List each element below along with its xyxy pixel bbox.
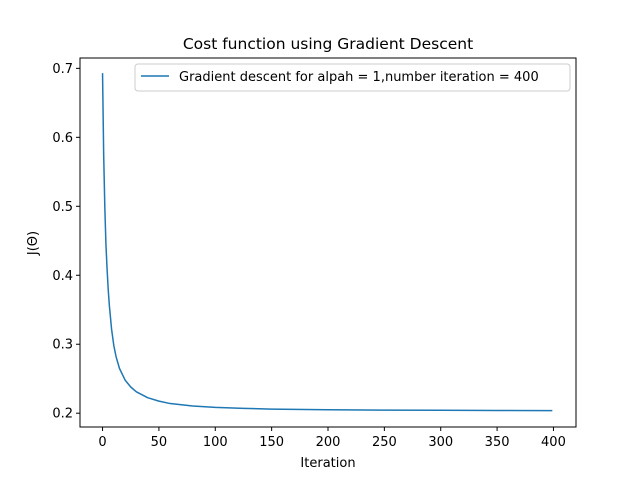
x-tick-label: 300 bbox=[428, 435, 453, 450]
y-tick-label: 0.6 bbox=[52, 131, 73, 146]
legend: Gradient descent for alpah = 1,number it… bbox=[134, 63, 571, 92]
x-tick-label: 100 bbox=[203, 435, 228, 450]
x-tick-label: 250 bbox=[372, 435, 397, 450]
x-tick-label: 200 bbox=[316, 435, 341, 450]
y-axis-label: J(Θ) bbox=[26, 231, 41, 256]
chart-title: Cost function using Gradient Descent bbox=[183, 35, 473, 53]
x-tick-label: 150 bbox=[259, 435, 284, 450]
x-axis-ticks: 0 50 100 150 200 250 300 350 400 bbox=[98, 427, 566, 450]
x-tick-label: 350 bbox=[485, 435, 510, 450]
x-tick-label: 0 bbox=[98, 435, 106, 450]
legend-box bbox=[134, 63, 571, 92]
y-tick-label: 0.3 bbox=[52, 338, 73, 353]
y-tick-label: 0.4 bbox=[52, 269, 73, 284]
legend-label: Gradient descent for alpah = 1,number it… bbox=[179, 70, 539, 85]
plot-frame bbox=[79, 57, 577, 428]
y-tick-label: 0.7 bbox=[52, 62, 73, 77]
plot-area bbox=[80, 58, 576, 427]
x-tick-label: 50 bbox=[151, 435, 168, 450]
x-axis-label: Iteration bbox=[300, 456, 355, 471]
x-tick-label: 400 bbox=[541, 435, 566, 450]
y-axis-ticks: 0.2 0.3 0.4 0.5 0.6 0.7 bbox=[52, 62, 80, 422]
series-line-gradient-descent bbox=[101, 73, 553, 412]
y-tick-label: 0.5 bbox=[52, 200, 73, 215]
y-tick-label: 0.2 bbox=[52, 407, 73, 422]
